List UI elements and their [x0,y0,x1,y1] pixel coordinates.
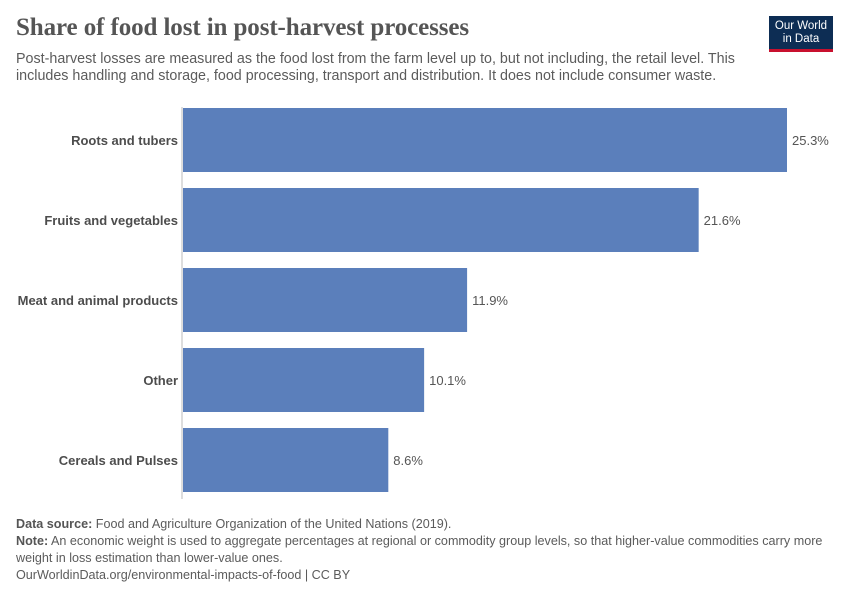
bar-fruits-and-vegetables[interactable] [183,188,699,252]
bar-chart: Roots and tubers 25.3% Fruits and vegetabl… [18,107,829,499]
bar-roots-and-tubers[interactable] [183,108,787,172]
category-label: Cereals and Pulses [59,453,178,468]
value-label: 25.3% [792,133,829,148]
value-label: 10.1% [429,373,466,388]
logo-line-2: in Data [782,33,820,45]
value-label: 11.9% [472,293,508,308]
chart-footer: Data source: Food and Agriculture Organi… [16,516,826,584]
value-label: 21.6% [704,213,741,228]
bar-meat-and-animal-products[interactable] [183,268,468,332]
owid-logo[interactable]: Our World in Data [769,16,833,52]
category-label: Roots and tubers [71,133,178,148]
data-source-text: Food and Agriculture Organization of the… [92,517,452,531]
chart-note: Note: An economic weight is used to aggr… [16,533,826,567]
chart-title: Share of food lost in post-harvest proce… [16,14,470,41]
note-label: Note: [16,534,49,548]
value-label: 8.6% [393,453,423,468]
data-source: Data source: Food and Agriculture Organi… [16,516,826,533]
source-url[interactable]: OurWorldinData.org/environmental-impacts… [16,568,351,582]
logo-line-1: Our World [774,20,828,32]
data-source-label: Data source: [16,517,93,531]
bar-other[interactable] [183,348,425,412]
note-text: An economic weight is used to aggregate … [16,534,823,565]
chart-subtitle: Post-harvest losses are measured as the … [16,51,735,84]
bar-cereals-and-pulses[interactable] [183,428,389,492]
category-label: Meat and animal products [18,293,178,308]
category-label: Other [143,373,178,388]
category-label: Fruits and vegetables [44,213,178,228]
